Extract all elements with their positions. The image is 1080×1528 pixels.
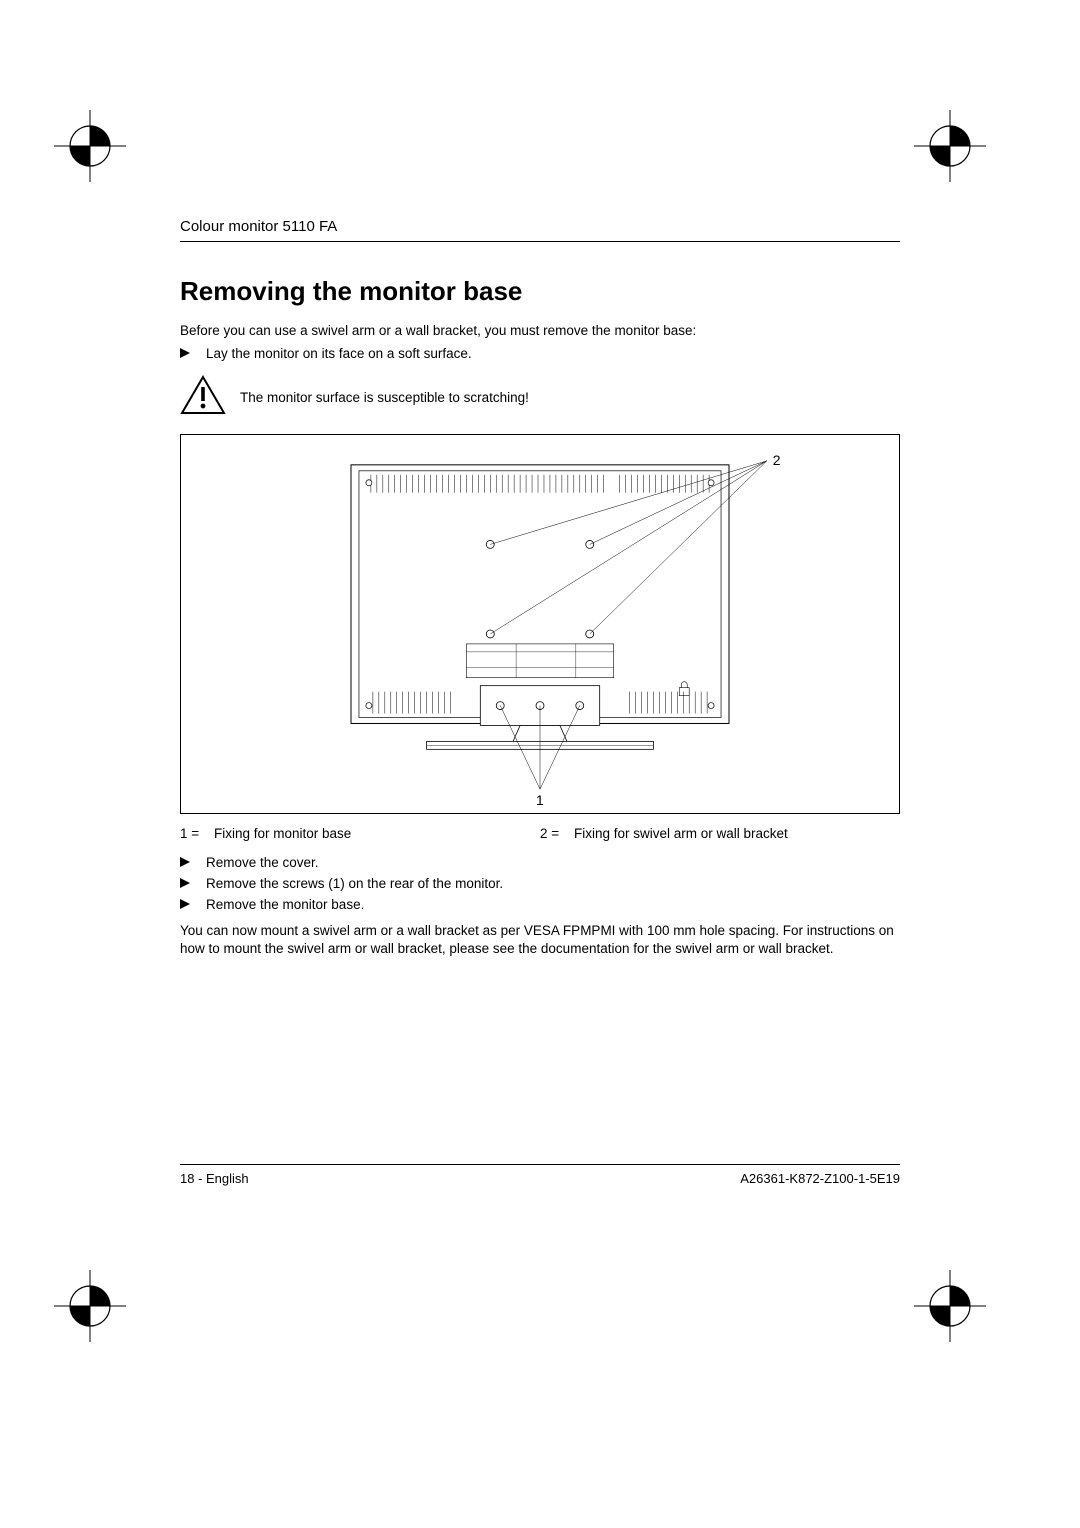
crop-mark-bottom-right [914, 1270, 986, 1342]
section-title: Removing the monitor base [180, 276, 900, 307]
figure-legend: 1 = Fixing for monitor base 2 = Fixing f… [180, 826, 900, 841]
triangle-bullet-icon [180, 346, 206, 361]
step-row: Remove the cover. [180, 855, 900, 870]
step-text: Remove the cover. [206, 855, 319, 870]
legend-1-num: 1 = [180, 826, 214, 841]
step-text: Lay the monitor on its face on a soft su… [206, 346, 472, 361]
crop-mark-top-left [54, 110, 126, 182]
footer-left: 18 - English [180, 1171, 249, 1186]
warning-text: The monitor surface is susceptible to sc… [240, 390, 529, 405]
legend-1-text: Fixing for monitor base [214, 826, 351, 841]
step-list: Remove the cover. Remove the screws (1) … [180, 855, 900, 912]
crop-mark-bottom-left [54, 1270, 126, 1342]
svg-text:2: 2 [773, 452, 781, 468]
step-row: Remove the monitor base. [180, 897, 900, 912]
step-text: Remove the screws (1) on the rear of the… [206, 876, 503, 891]
step-text: Remove the monitor base. [206, 897, 364, 912]
page-content: Colour monitor 5110 FA Removing the moni… [180, 218, 900, 958]
product-name: Colour monitor 5110 FA [180, 218, 337, 235]
footer-right: A26361-K872-Z100-1-5E19 [740, 1171, 900, 1186]
closing-paragraph: You can now mount a swivel arm or a wall… [180, 922, 900, 958]
triangle-bullet-icon [180, 897, 206, 912]
legend-2-text: Fixing for swivel arm or wall bracket [574, 826, 788, 841]
legend-2-num: 2 = [540, 826, 574, 841]
step-row: Remove the screws (1) on the rear of the… [180, 876, 900, 891]
step-row: Lay the monitor on its face on a soft su… [180, 346, 900, 361]
monitor-rear-diagram: 2 1 [180, 434, 900, 814]
caution-triangle-icon [180, 375, 228, 420]
warning-block: The monitor surface is susceptible to sc… [180, 375, 900, 420]
triangle-bullet-icon [180, 876, 206, 891]
intro-text: Before you can use a swivel arm or a wal… [180, 323, 900, 338]
crop-mark-top-right [914, 110, 986, 182]
page-footer: 18 - English A26361-K872-Z100-1-5E19 [180, 1164, 900, 1186]
svg-text:1: 1 [536, 792, 544, 808]
running-header: Colour monitor 5110 FA [180, 218, 900, 242]
triangle-bullet-icon [180, 855, 206, 870]
